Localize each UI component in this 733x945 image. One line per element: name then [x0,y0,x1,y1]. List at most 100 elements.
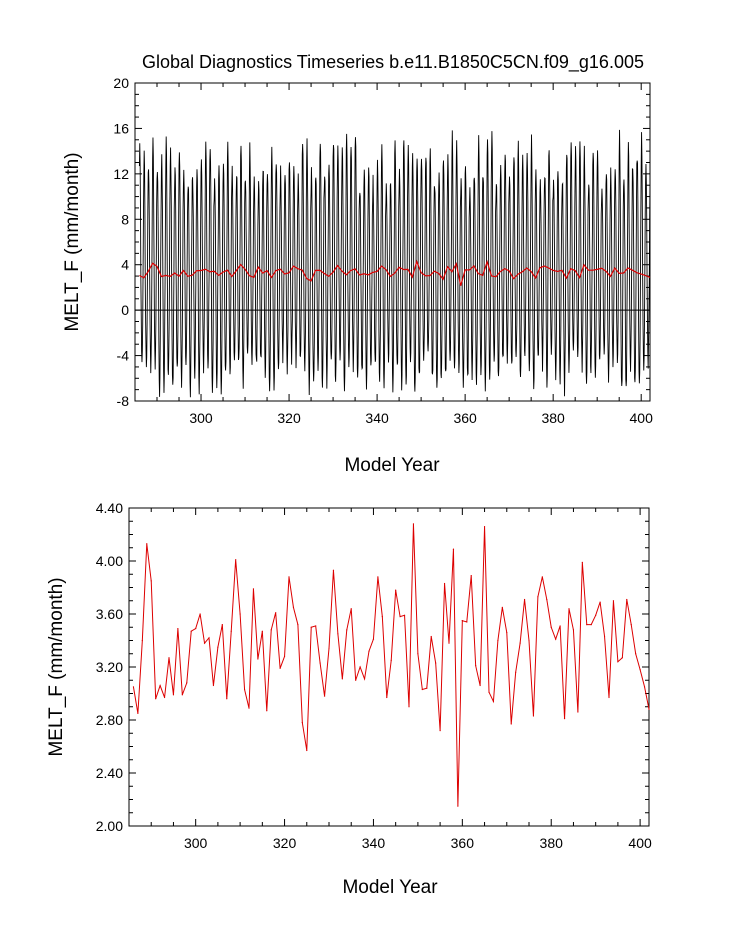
bottom-ytick-label: 4.40 [96,500,123,516]
data-point [319,662,321,664]
data-point [475,665,477,667]
data-point [430,635,432,638]
data-point [608,696,610,699]
data-point [461,620,463,622]
data-point [208,637,210,639]
data-point [323,695,326,697]
data-point [595,614,597,616]
bottom-xtick-label: 380 [540,835,564,851]
data-point [341,678,343,680]
data-point [239,613,241,615]
data-point [537,596,539,598]
data-point [203,642,206,644]
top-xtick-label: 320 [277,410,301,426]
data-point [483,525,486,528]
data-point [399,616,401,618]
data-point [243,688,246,691]
data-point [226,698,228,700]
bottom-ytick-label: 2.80 [96,712,123,728]
x-axis-title-top: Model Year [344,455,440,476]
monthly-line [138,129,651,398]
data-point [181,694,183,696]
data-point [528,639,530,642]
annual-mean-series-bottom [132,523,650,807]
data-point [190,630,192,632]
data-point [563,718,566,720]
data-point [555,638,557,640]
data-point [150,580,152,582]
data-point [648,708,650,711]
data-point [266,710,268,712]
data-point [186,682,188,684]
data-point [643,686,646,688]
data-point [386,696,388,699]
data-point [550,626,552,628]
data-point [359,666,361,668]
plot-frame-bottom [128,507,650,827]
top-ytick-label: -4 [117,348,130,364]
data-point [586,624,588,626]
bottom-xtick-label: 320 [273,835,297,851]
data-point [590,624,592,626]
data-point [448,642,450,644]
data-point [212,684,215,687]
bottom-xtick-label: 360 [451,835,475,851]
top-ytick-label: 16 [113,120,129,136]
annual-mean-line-top [139,259,651,286]
data-point [466,621,468,623]
data-point [390,659,392,661]
data-point [599,601,601,603]
data-point [470,574,472,577]
y-axis-title-bottom: MELT_F (mm/month) [46,577,67,756]
data-point [630,624,632,626]
data-point [532,715,535,717]
data-point [572,629,575,631]
data-point [541,576,543,578]
data-point [332,569,335,571]
data-point [137,712,139,714]
data-point [621,657,623,659]
data-point [337,633,339,635]
top-ytick-label: 12 [113,166,129,182]
data-point [581,561,583,563]
data-point [252,588,255,590]
bottom-ytick-label: 2.00 [96,818,123,834]
data-point [559,625,561,627]
data-point [452,548,455,550]
chart-title: Global Diagnostics Timeseries b.e11.B185… [142,52,644,73]
data-point [492,700,495,703]
data-point [488,691,490,693]
data-point [457,805,459,807]
data-point [412,523,415,525]
data-point [577,711,579,713]
data-point [275,612,277,614]
data-point [146,543,148,545]
data-point [328,647,330,650]
data-point [155,698,157,700]
data-point [288,576,290,578]
annual-mean-series [139,259,651,286]
data-point [261,630,263,632]
annual-mean-line-bottom [132,523,650,807]
top-xtick-label: 340 [365,410,389,426]
data-point [163,696,166,699]
data-point [301,722,303,724]
data-point [501,606,503,608]
data-point [603,635,606,638]
top-ytick-label: 20 [113,75,129,91]
top-ytick-label: 0 [121,302,129,318]
data-point [403,614,406,616]
data-point [395,589,397,591]
tick-group-bottom: 300 320 340 360 380 400 2.00 2.40 2.80 3.20 3.60 4.… [96,500,652,851]
data-point [568,608,570,610]
data-point [177,627,179,630]
data-point [217,646,219,648]
monthly-series [138,129,651,398]
data-point [283,655,286,658]
data-point [248,707,250,709]
data-point [270,629,272,631]
bottom-ytick-label: 2.40 [96,765,123,781]
data-point [159,684,161,687]
top-xtick-label: 400 [630,410,654,426]
